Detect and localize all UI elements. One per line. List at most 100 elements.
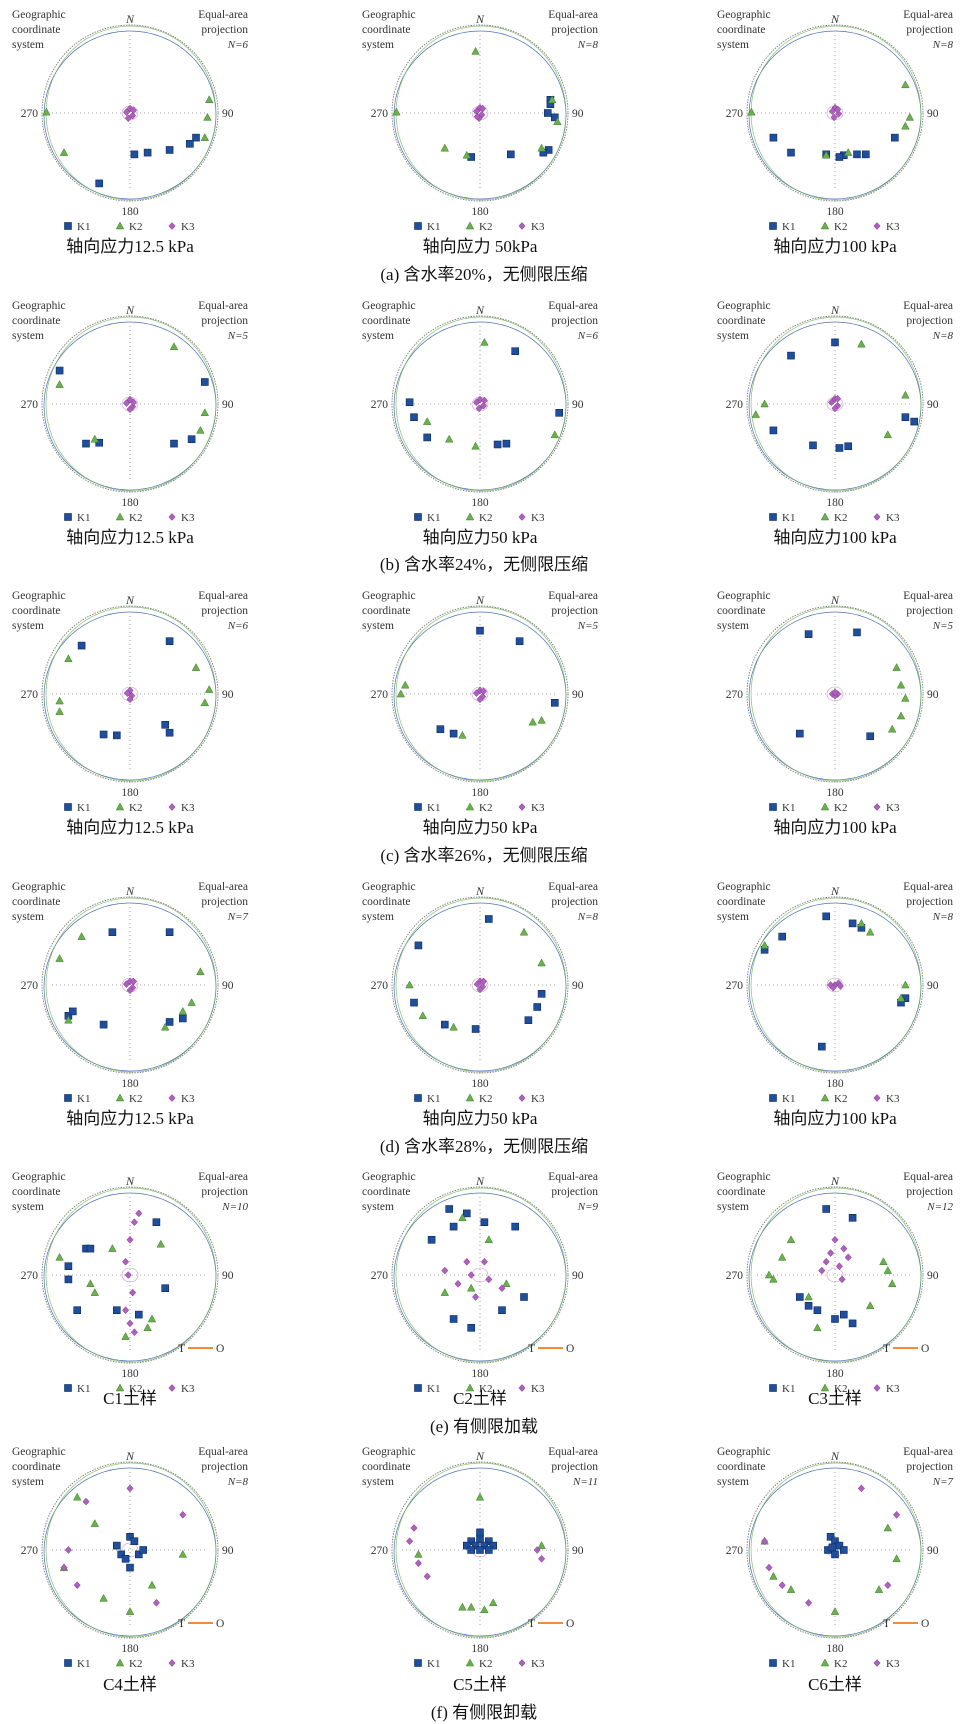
- k2-confidence-curve: [45, 25, 217, 201]
- k2-point: [901, 693, 910, 702]
- k1-point: [502, 439, 511, 448]
- legend-k2-icon: [465, 1383, 475, 1392]
- k3-point: [126, 405, 134, 414]
- geographic-label: Geographic: [12, 300, 66, 312]
- k1-point: [161, 1284, 169, 1292]
- k1-point: [113, 1306, 121, 1314]
- k2-point: [90, 1288, 100, 1296]
- k1-point: [484, 1546, 493, 1554]
- legend-k2-label: K2: [479, 802, 492, 814]
- legend-k1-label: K1: [77, 802, 90, 814]
- south-label: 180: [471, 787, 489, 799]
- k2-point: [760, 399, 769, 408]
- k1-point: [95, 438, 103, 447]
- k3-point: [414, 1559, 422, 1568]
- panel-caption: 轴向应力100 kPa: [773, 818, 897, 837]
- geographic-label: system: [12, 620, 44, 632]
- k1-point: [853, 150, 861, 159]
- legend-k1-icon: [769, 803, 777, 811]
- west-label: 270: [726, 1545, 744, 1557]
- k2-point: [200, 698, 210, 707]
- k2-point: [537, 1541, 546, 1549]
- primitive-circle: [746, 605, 924, 783]
- group-caption: (f) 有侧限卸载: [431, 1703, 537, 1722]
- k1-point: [839, 1546, 848, 1554]
- projection-label: projection: [906, 896, 953, 908]
- stereonet-panel: Geographic coordinate system Equal-area proj…: [12, 1446, 248, 1694]
- k2-confidence-curve: [45, 897, 217, 1073]
- geographic-label: coordinate: [717, 1461, 766, 1473]
- primitive-circle: [391, 896, 569, 1074]
- k2-point: [72, 1492, 82, 1501]
- projection-label: projection: [551, 24, 598, 36]
- to-t-label: T: [883, 1618, 890, 1630]
- legend-k3-icon: [168, 513, 176, 521]
- k1-point: [449, 1315, 458, 1323]
- group-caption: (c) 含水率26%，无侧限压缩: [380, 846, 587, 865]
- k2-point: [821, 150, 831, 159]
- geographic-label: system: [12, 1476, 44, 1488]
- k2-confidence-curve: [45, 606, 217, 782]
- west-label: 270: [726, 108, 744, 120]
- k2-confidence-curve: [750, 316, 922, 492]
- west-label: 270: [371, 108, 389, 120]
- k3-point: [834, 110, 843, 118]
- k1-point: [471, 1025, 480, 1033]
- k1-point: [423, 433, 432, 442]
- south-label: 180: [121, 1368, 139, 1380]
- k3-point: [126, 1319, 134, 1328]
- k3-point: [844, 1253, 852, 1262]
- k1-point: [55, 366, 64, 375]
- k3-point: [463, 1257, 471, 1266]
- legend-k2-icon: [115, 512, 125, 521]
- south-label: 180: [826, 1368, 844, 1380]
- legend-k3-icon: [873, 222, 881, 230]
- k3-point: [840, 1244, 848, 1253]
- north-label: N: [830, 593, 840, 607]
- k1-point: [506, 150, 515, 159]
- stereonet-panel: Geographic coordinate system Equal-area proj…: [717, 590, 953, 837]
- to-t-label: T: [883, 1343, 890, 1355]
- west-label: 270: [21, 108, 39, 120]
- k2-point: [458, 1213, 467, 1222]
- sample-count: N=12: [926, 1201, 953, 1213]
- projection-label: Equal-area: [903, 9, 953, 21]
- k1-point: [787, 148, 795, 157]
- legend-k2-icon: [465, 512, 475, 521]
- k2-point: [440, 143, 450, 152]
- k2-confidence-curve: [395, 316, 567, 492]
- legend-k1-label: K1: [77, 221, 90, 233]
- geographic-label: Geographic: [717, 1171, 771, 1183]
- projection-label: projection: [201, 896, 248, 908]
- k2-point: [449, 1022, 458, 1031]
- projection-label: projection: [551, 315, 598, 327]
- geographic-label: system: [362, 39, 394, 51]
- legend-k2-label: K2: [129, 802, 142, 814]
- geographic-label: system: [362, 1201, 394, 1213]
- k2-confidence-curve: [45, 1462, 217, 1638]
- k3-point: [485, 1275, 493, 1284]
- sample-count: N=8: [227, 1476, 249, 1488]
- k3-point: [129, 106, 138, 115]
- k2-point: [414, 1549, 423, 1558]
- geographic-label: system: [717, 911, 749, 923]
- stereonet-panel: Geographic coordinate system Equal-area proj…: [717, 1446, 953, 1694]
- k1-point: [822, 912, 831, 921]
- projection-label: projection: [551, 1186, 598, 1198]
- north-label: N: [125, 303, 135, 317]
- primitive-circle: [41, 896, 219, 1074]
- geographic-label: system: [12, 911, 44, 923]
- k3-point: [129, 977, 138, 986]
- k1-point: [471, 1541, 480, 1550]
- west-label: 270: [371, 980, 389, 992]
- primitive-circle: [41, 1186, 219, 1364]
- to-o-label: O: [566, 1618, 574, 1630]
- k2-point: [418, 1011, 428, 1020]
- k2-confidence-curve: [395, 897, 567, 1073]
- k2-point: [64, 1015, 73, 1024]
- k1-point: [769, 426, 778, 435]
- k3-point: [480, 396, 488, 405]
- k1-point: [77, 641, 86, 650]
- legend-k2-icon: [820, 1658, 830, 1667]
